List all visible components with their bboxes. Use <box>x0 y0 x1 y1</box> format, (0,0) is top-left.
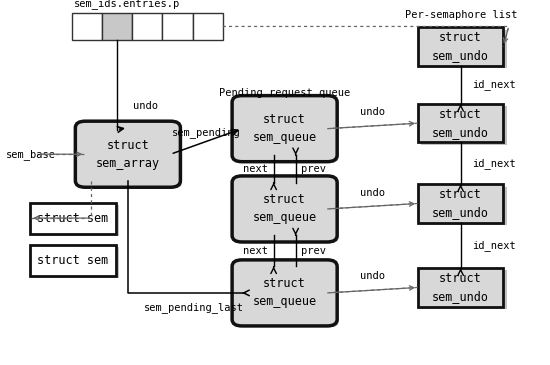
FancyBboxPatch shape <box>421 30 507 68</box>
Text: id_next: id_next <box>472 158 515 169</box>
Text: sem_pending: sem_pending <box>172 127 241 138</box>
FancyBboxPatch shape <box>421 187 507 225</box>
Text: struct
sem_undo: struct sem_undo <box>432 108 489 139</box>
Text: prev: prev <box>301 164 326 174</box>
FancyBboxPatch shape <box>34 247 119 278</box>
FancyBboxPatch shape <box>418 268 503 307</box>
FancyBboxPatch shape <box>232 96 337 162</box>
FancyBboxPatch shape <box>232 260 337 326</box>
Text: next: next <box>243 164 268 174</box>
Text: undo: undo <box>133 101 158 111</box>
Text: undo: undo <box>360 107 385 117</box>
Bar <box>72 13 102 40</box>
FancyBboxPatch shape <box>232 176 337 242</box>
Bar <box>192 13 223 40</box>
FancyBboxPatch shape <box>421 270 507 309</box>
Text: struct sem: struct sem <box>37 212 108 224</box>
Text: sem_ids.entries.p: sem_ids.entries.p <box>74 0 180 9</box>
Text: struct
sem_array: struct sem_array <box>96 139 160 170</box>
FancyBboxPatch shape <box>30 245 116 276</box>
Text: struct
sem_queue: struct sem_queue <box>252 193 317 224</box>
Text: struct sem: struct sem <box>37 254 108 266</box>
FancyBboxPatch shape <box>421 106 507 145</box>
Bar <box>162 13 192 40</box>
Text: struct
sem_undo: struct sem_undo <box>432 272 489 303</box>
FancyBboxPatch shape <box>418 104 503 142</box>
FancyBboxPatch shape <box>237 263 339 327</box>
Text: sem_pending_last: sem_pending_last <box>144 302 244 313</box>
FancyBboxPatch shape <box>34 205 119 236</box>
Text: struct
sem_undo: struct sem_undo <box>432 31 489 62</box>
FancyBboxPatch shape <box>237 99 339 163</box>
FancyBboxPatch shape <box>418 184 503 223</box>
Text: undo: undo <box>360 188 385 197</box>
FancyBboxPatch shape <box>237 179 339 243</box>
Text: Pending request queue: Pending request queue <box>219 88 350 98</box>
Text: undo: undo <box>360 272 385 281</box>
FancyBboxPatch shape <box>30 203 116 234</box>
Bar <box>102 13 132 40</box>
Text: sem_base: sem_base <box>6 149 56 160</box>
FancyBboxPatch shape <box>75 121 180 187</box>
Text: Per-semaphore list: Per-semaphore list <box>405 10 517 20</box>
FancyBboxPatch shape <box>80 124 182 188</box>
Text: struct
sem_queue: struct sem_queue <box>252 277 317 308</box>
Text: id_next: id_next <box>472 240 515 251</box>
Text: prev: prev <box>301 246 326 256</box>
Text: next: next <box>243 246 268 256</box>
Text: struct
sem_undo: struct sem_undo <box>432 188 489 219</box>
Text: id_next: id_next <box>472 80 515 90</box>
Bar <box>132 13 162 40</box>
Text: struct
sem_queue: struct sem_queue <box>252 113 317 144</box>
FancyBboxPatch shape <box>418 27 503 66</box>
